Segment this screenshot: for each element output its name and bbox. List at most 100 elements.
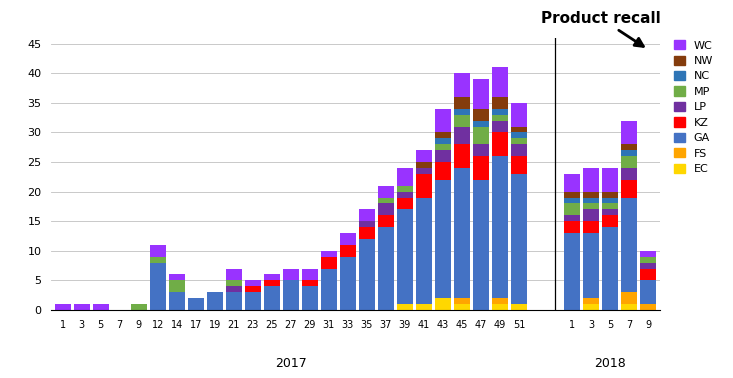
Bar	[603, 209, 619, 215]
Bar	[564, 215, 581, 221]
Bar	[621, 168, 638, 180]
Bar	[397, 168, 413, 186]
Bar	[226, 292, 242, 310]
Bar	[169, 274, 185, 280]
Bar	[207, 292, 223, 310]
Bar	[245, 280, 261, 286]
Text: 2017: 2017	[275, 357, 306, 370]
Bar	[169, 280, 185, 292]
Bar	[603, 203, 619, 209]
Bar	[435, 150, 451, 162]
Bar	[473, 144, 489, 156]
Bar	[603, 227, 619, 310]
Bar	[492, 67, 508, 97]
Bar	[583, 233, 600, 298]
Bar	[435, 180, 451, 298]
Bar	[511, 138, 527, 144]
Bar	[564, 174, 581, 192]
Bar	[283, 268, 299, 280]
Bar	[340, 233, 356, 245]
Bar	[226, 268, 242, 280]
Bar	[188, 298, 204, 310]
Bar	[473, 79, 489, 109]
Bar	[397, 304, 413, 310]
Bar	[302, 280, 318, 286]
Bar	[454, 109, 470, 115]
Bar	[340, 257, 356, 310]
Bar	[150, 263, 166, 310]
Bar	[583, 198, 600, 203]
Bar	[473, 121, 489, 127]
Bar	[564, 198, 581, 203]
Bar	[169, 292, 185, 310]
Bar	[416, 150, 432, 162]
Bar	[492, 121, 508, 132]
Bar	[511, 132, 527, 138]
Bar	[640, 257, 656, 263]
Bar	[302, 286, 318, 310]
Bar	[454, 144, 470, 168]
Bar	[640, 280, 656, 304]
Bar	[377, 227, 394, 310]
Bar	[454, 97, 470, 109]
Bar	[492, 115, 508, 121]
Bar	[583, 168, 600, 192]
Bar	[473, 156, 489, 180]
Bar	[226, 286, 242, 292]
Bar	[603, 168, 619, 192]
Bar	[473, 180, 489, 310]
Bar	[397, 192, 413, 198]
Bar	[377, 198, 394, 203]
Bar	[283, 280, 299, 310]
Bar	[583, 192, 600, 198]
Bar	[377, 215, 394, 227]
Text: 2018: 2018	[594, 357, 626, 370]
Bar	[492, 97, 508, 109]
Bar	[621, 304, 638, 310]
Bar	[150, 245, 166, 257]
Bar	[492, 132, 508, 156]
Bar	[264, 280, 280, 286]
Bar	[454, 127, 470, 144]
Bar	[226, 280, 242, 286]
Bar	[603, 198, 619, 203]
Bar	[359, 209, 375, 221]
Bar	[435, 144, 451, 150]
Bar	[492, 298, 508, 304]
Bar	[583, 209, 600, 221]
Bar	[435, 162, 451, 180]
Bar	[511, 174, 527, 304]
Bar	[264, 274, 280, 280]
Bar	[621, 150, 638, 156]
Bar	[564, 192, 581, 198]
Bar	[435, 298, 451, 310]
Bar	[377, 203, 394, 215]
Bar	[564, 203, 581, 215]
Bar	[416, 304, 432, 310]
Bar	[359, 239, 375, 310]
Bar	[621, 156, 638, 168]
Bar	[583, 304, 600, 310]
Bar	[454, 115, 470, 127]
Bar	[621, 144, 638, 150]
Bar	[583, 221, 600, 233]
Bar	[92, 304, 108, 310]
Bar	[603, 192, 619, 198]
Bar	[245, 292, 261, 310]
Bar	[492, 109, 508, 115]
Bar	[621, 121, 638, 144]
Bar	[321, 268, 337, 310]
Bar	[473, 109, 489, 121]
Bar	[55, 304, 71, 310]
Bar	[416, 168, 432, 174]
Bar	[492, 304, 508, 310]
Bar	[640, 251, 656, 257]
Bar	[321, 251, 337, 257]
Bar	[640, 268, 656, 280]
Bar	[321, 257, 337, 268]
Bar	[359, 227, 375, 239]
Bar	[454, 73, 470, 97]
Bar	[397, 186, 413, 192]
Bar	[621, 198, 638, 292]
Bar	[511, 103, 527, 127]
